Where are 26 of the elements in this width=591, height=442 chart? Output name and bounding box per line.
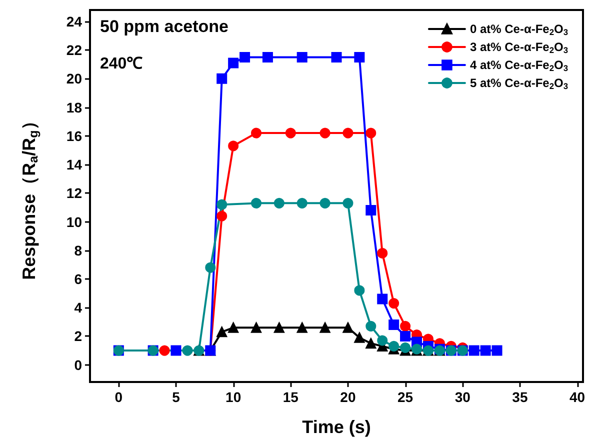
y-tick-label: 10 xyxy=(66,214,82,230)
y-tick-label: 20 xyxy=(66,70,82,87)
y-tick-label: 18 xyxy=(66,99,82,116)
y-tick-label: 2 xyxy=(74,328,82,344)
y-axis-title: Response（Ra/Rg） xyxy=(19,112,40,280)
x-tick-label: 15 xyxy=(282,389,299,405)
x-tick-label: 5 xyxy=(172,389,180,405)
x-tick-label: 0 xyxy=(114,389,123,405)
x-tick-label: 20 xyxy=(340,389,356,405)
annotation: 240℃ xyxy=(100,56,143,72)
x-axis-title: Time (s) xyxy=(302,417,371,437)
annotation: 50 ppm acetone xyxy=(100,17,228,36)
y-tick-label: 22 xyxy=(66,42,82,58)
y-tick-label: 6 xyxy=(74,270,82,287)
y-tick-label: 12 xyxy=(66,185,82,202)
x-tick-label: 35 xyxy=(512,389,528,405)
x-tick-label: 25 xyxy=(398,389,414,405)
x-tick-label: 10 xyxy=(226,389,242,405)
x-tick-label: 30 xyxy=(454,389,471,405)
y-tick-label: 24 xyxy=(66,13,82,30)
y-tick-label: 14 xyxy=(66,156,82,173)
y-tick-label: 4 xyxy=(74,300,82,316)
y-tick-label: 0 xyxy=(74,356,82,373)
x-tick-label: 40 xyxy=(569,389,586,405)
y-tick-label: 16 xyxy=(66,128,82,144)
y-tick-label: 8 xyxy=(74,242,82,258)
